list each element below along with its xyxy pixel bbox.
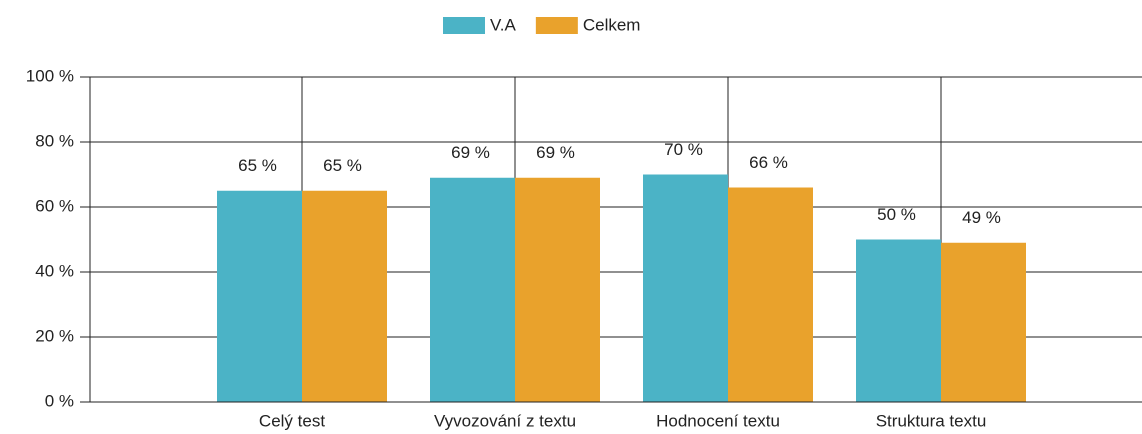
bar xyxy=(643,174,728,402)
value-label: 50 % xyxy=(877,205,916,224)
x-tick-label: Hodnocení textu xyxy=(656,411,780,430)
bar xyxy=(302,190,387,402)
bar xyxy=(941,242,1026,402)
value-label: 65 % xyxy=(238,156,277,175)
value-label: 69 % xyxy=(451,143,490,162)
y-tick-label: 100 % xyxy=(26,66,74,85)
value-label: 69 % xyxy=(536,143,575,162)
legend-label: Celkem xyxy=(583,15,641,34)
legend-swatch xyxy=(535,17,578,34)
value-label: 65 % xyxy=(323,156,362,175)
y-tick-label: 80 % xyxy=(35,131,74,150)
y-tick-label: 0 % xyxy=(45,391,74,410)
value-label: 49 % xyxy=(962,208,1001,227)
bar xyxy=(856,239,941,402)
bar xyxy=(728,187,813,402)
y-tick-label: 60 % xyxy=(35,196,74,215)
legend-label: V.A xyxy=(490,15,517,34)
bar xyxy=(430,177,515,402)
x-tick-label: Struktura textu xyxy=(876,411,987,430)
bar xyxy=(217,190,302,402)
y-tick-label: 40 % xyxy=(35,261,74,280)
value-label: 70 % xyxy=(664,140,703,159)
legend-swatch xyxy=(443,17,485,34)
value-label: 66 % xyxy=(749,153,788,172)
y-tick-label: 20 % xyxy=(35,326,74,345)
x-tick-label: Vyvozování z textu xyxy=(434,411,576,430)
bar xyxy=(515,177,600,402)
x-tick-label: Celý test xyxy=(259,411,325,430)
